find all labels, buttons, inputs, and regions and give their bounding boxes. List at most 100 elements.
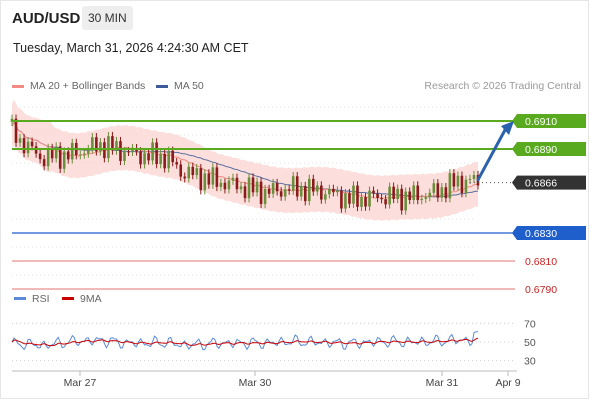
candle-body xyxy=(316,185,319,192)
candle-body xyxy=(283,189,287,197)
candle-body xyxy=(195,168,199,176)
rsi-ma-line xyxy=(11,337,479,347)
candle-body xyxy=(103,142,106,159)
candle-body xyxy=(83,153,86,155)
candle-body xyxy=(356,185,359,207)
level-tag-pointer-resistance xyxy=(512,114,517,128)
candle-body xyxy=(303,186,307,202)
chart-header: AUD/USD 30 MIN xyxy=(0,0,590,36)
timeframe-badge[interactable]: 30 MIN xyxy=(82,6,133,30)
symbol-title: AUD/USD xyxy=(12,10,81,27)
candle-body xyxy=(444,187,448,199)
candle-body xyxy=(464,179,468,194)
forecast-arrow-head xyxy=(501,121,514,135)
legend-ma20-label: MA 20 + Bollinger Bands xyxy=(30,80,146,92)
candle-body xyxy=(448,173,452,199)
ma50-line xyxy=(11,121,478,198)
level-tag-current xyxy=(517,175,586,190)
candle-body xyxy=(38,153,42,160)
candle-body xyxy=(171,150,174,163)
timestamp: Tuesday, March 31, 2026 4:24:30 AM CET xyxy=(13,41,249,55)
candle-body xyxy=(364,197,367,207)
candle-body xyxy=(328,188,331,195)
candle-body xyxy=(119,141,122,161)
level-label-0.6810: 0.6810 xyxy=(525,256,557,268)
candle-body xyxy=(46,147,50,167)
candle-body xyxy=(259,181,263,204)
candle-body xyxy=(404,191,407,211)
candle-body xyxy=(320,185,323,200)
candle-body xyxy=(376,193,379,198)
candle-body xyxy=(380,197,383,200)
candle-body xyxy=(279,191,283,197)
candle-body xyxy=(275,183,279,192)
ma50-swatch xyxy=(156,84,168,88)
level-tag-pointer-resistance xyxy=(512,142,517,156)
candle-body xyxy=(223,182,227,190)
candle-body xyxy=(412,185,416,200)
candle-body xyxy=(66,151,70,160)
candle-body xyxy=(255,181,259,193)
candle-body xyxy=(428,192,432,198)
candle-body xyxy=(344,193,347,209)
candle-body xyxy=(18,138,22,143)
candle-body xyxy=(243,186,247,199)
candle-body xyxy=(456,175,460,187)
candle-body xyxy=(163,153,166,169)
candle-body xyxy=(287,189,291,191)
candle-body xyxy=(151,142,154,161)
candle-body xyxy=(30,141,34,147)
candle-body xyxy=(227,180,231,190)
rsi-legend-swatch-0 xyxy=(14,297,26,300)
candle-body xyxy=(58,146,62,169)
candle-body xyxy=(131,148,134,152)
rsi-legend-swatch-1 xyxy=(62,297,74,300)
candle-body xyxy=(340,190,343,209)
candle-body xyxy=(291,176,295,191)
level-tag-pointer-support xyxy=(512,226,517,240)
rsi-level-label-0: 70 xyxy=(524,318,536,330)
research-credit: Research © 2026 Trading Central xyxy=(424,80,581,92)
candle-body xyxy=(239,186,243,190)
candle-body xyxy=(50,147,54,159)
candle-body xyxy=(436,183,440,198)
candle-body xyxy=(147,153,150,161)
candle-body xyxy=(203,173,207,191)
x-tick-label-3: Apr 9 xyxy=(495,377,520,389)
candle-body xyxy=(14,118,18,143)
candle-body xyxy=(420,198,424,201)
candle-body xyxy=(235,177,239,190)
forecast-arrow-shaft xyxy=(476,128,507,182)
candle-body xyxy=(324,194,327,200)
candle-body xyxy=(424,197,428,199)
candle-body xyxy=(352,185,355,204)
candle-body xyxy=(368,190,371,207)
candle-body xyxy=(127,151,130,153)
candle-body xyxy=(155,142,158,165)
candle-body xyxy=(123,151,126,161)
candle-body xyxy=(183,176,187,179)
candle-body xyxy=(95,137,98,152)
candle-body xyxy=(167,150,170,169)
candle-body xyxy=(231,177,235,181)
level-tag-pointer-current xyxy=(512,175,517,190)
candle-body xyxy=(22,138,26,154)
candle-body xyxy=(400,188,403,211)
level-tag-support xyxy=(517,226,586,240)
rsi-legend-label-0: RSI xyxy=(32,293,50,305)
candle-body xyxy=(115,141,118,151)
candle-body xyxy=(26,141,30,154)
candle-body xyxy=(460,175,464,194)
rsi-level-label-1: 50 xyxy=(524,337,536,349)
x-tick-label-0: Mar 27 xyxy=(64,377,97,389)
ma20-swatch xyxy=(12,84,24,88)
level-label-0.6866: 0.6866 xyxy=(525,178,557,190)
candle-body xyxy=(187,166,191,179)
candle-body xyxy=(388,186,391,205)
candle-body xyxy=(91,137,94,150)
candle-body xyxy=(42,159,46,167)
candle-body xyxy=(311,178,315,192)
candle-body xyxy=(384,199,387,205)
candle-body xyxy=(247,177,251,199)
candle-body xyxy=(372,190,375,194)
